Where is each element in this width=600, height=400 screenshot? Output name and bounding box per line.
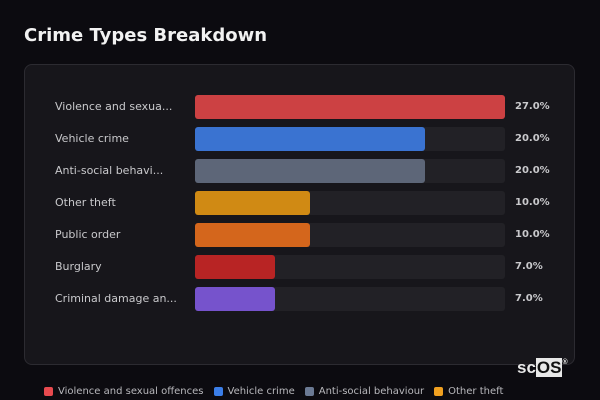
bar-fill[interactable] — [195, 287, 276, 311]
bar-label: Criminal damage an... — [55, 292, 177, 305]
bar-track — [195, 127, 505, 151]
bar-row: Violence and sexua... 27.0% — [25, 95, 574, 119]
bar-value: 20.0% — [515, 133, 550, 144]
bar-row: Other theft 10.0% — [25, 191, 574, 215]
bar-value: 20.0% — [515, 165, 550, 176]
legend-swatch-icon — [213, 387, 223, 396]
legend-label: Other theft — [448, 386, 504, 397]
bar-track — [195, 95, 505, 119]
legend-label: Violence and sexual offences — [58, 386, 204, 397]
legend-swatch-icon — [44, 387, 53, 396]
bar-fill[interactable] — [195, 191, 310, 215]
bar-value: 7.0% — [515, 293, 543, 304]
bar-value: 10.0% — [515, 229, 550, 240]
bar-row: Anti-social behavi... 20.0% — [25, 159, 574, 183]
bar-track — [195, 191, 505, 215]
bar-track — [195, 287, 505, 311]
legend-label: Anti-social behaviour — [318, 386, 425, 397]
bar-row: Burglary 7.0% — [25, 255, 574, 279]
bar-label: Burglary — [55, 260, 102, 273]
bar-fill[interactable] — [195, 127, 425, 151]
legend-item[interactable]: Violence and sexual offences — [44, 386, 204, 397]
scos-logo: scOS® — [517, 358, 568, 378]
bar-row: Criminal damage an... 7.0% — [25, 287, 574, 311]
bar-label: Violence and sexua... — [55, 100, 173, 113]
bar-fill[interactable] — [195, 95, 505, 119]
bar-track — [195, 223, 505, 247]
legend-item[interactable]: Anti-social behaviour — [304, 386, 425, 397]
bar-row: Public order 10.0% — [25, 223, 574, 247]
bar-track — [195, 255, 505, 279]
bar-value: 27.0% — [515, 101, 550, 112]
bar-label: Other theft — [55, 196, 116, 209]
bar-label: Public order — [55, 228, 121, 241]
bar-label: Anti-social behavi... — [55, 164, 164, 177]
chart-legend: Violence and sexual offences Vehicle crim… — [44, 386, 503, 397]
legend-item[interactable]: Other theft — [434, 386, 503, 397]
bar-fill[interactable] — [195, 159, 425, 183]
chart-panel: Violence and sexua... 27.0% Vehicle crime 2… — [24, 64, 575, 365]
logo-boxed-text: OS — [535, 358, 563, 377]
chart-title: Crime Types Breakdown — [24, 25, 268, 46]
registered-mark: ® — [562, 359, 568, 367]
legend-swatch-icon — [434, 387, 444, 396]
legend-label: Vehicle crime — [227, 386, 295, 397]
bar-fill[interactable] — [195, 255, 276, 279]
logo-text: sc — [517, 358, 536, 377]
bar-value: 7.0% — [515, 261, 543, 272]
bar-track — [195, 159, 505, 183]
bar-label: Vehicle crime — [55, 132, 129, 145]
legend-swatch-icon — [304, 387, 314, 396]
bar-fill[interactable] — [195, 223, 310, 247]
legend-item[interactable]: Vehicle crime — [213, 386, 295, 397]
bar-value: 10.0% — [515, 197, 550, 208]
bar-row: Vehicle crime 20.0% — [25, 127, 574, 151]
